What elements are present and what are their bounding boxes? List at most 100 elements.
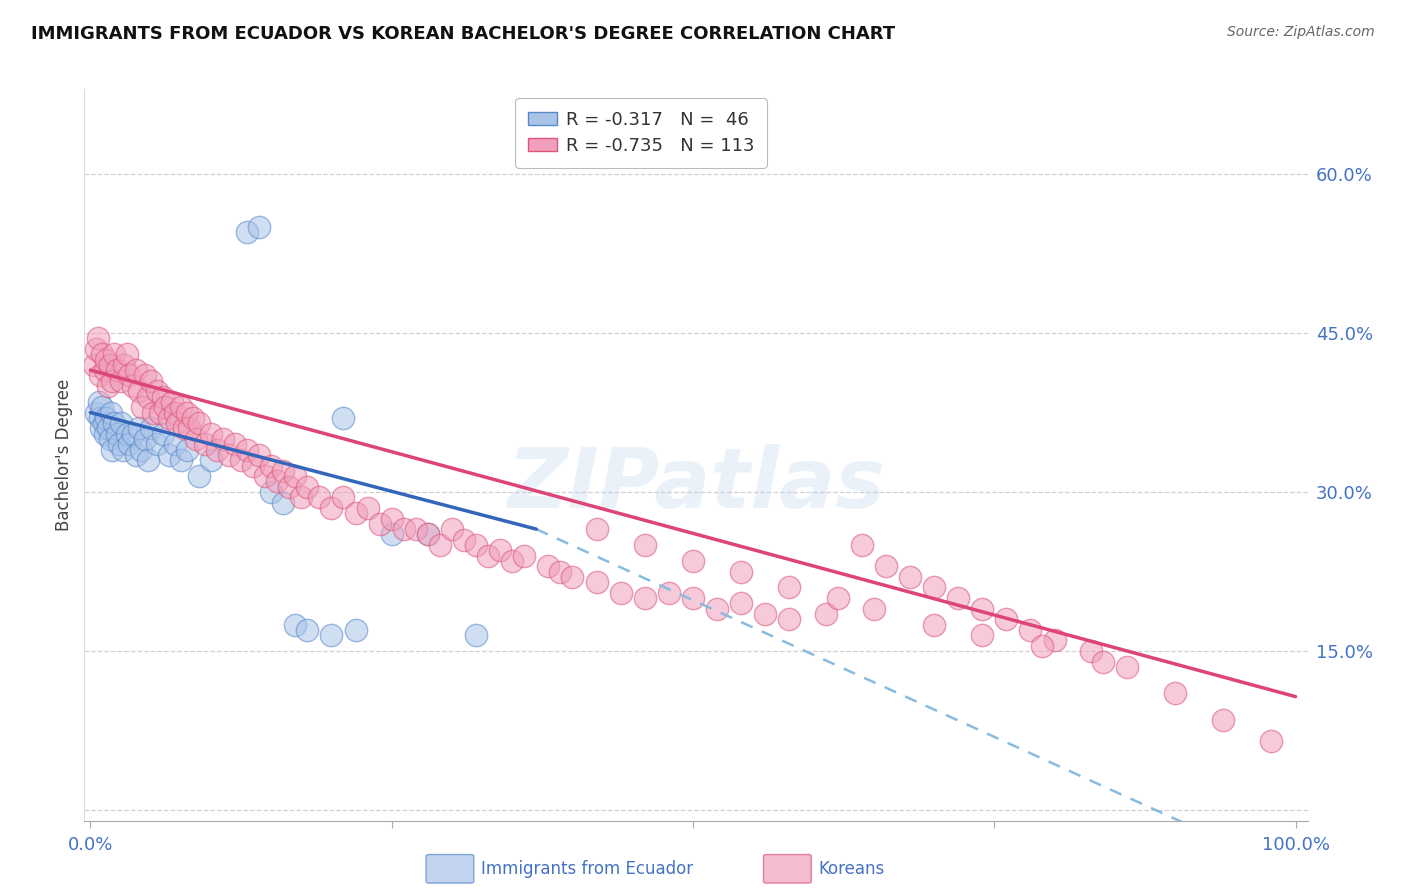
Point <box>125 363 148 377</box>
Point <box>163 437 186 451</box>
Point <box>89 410 111 425</box>
Point <box>200 426 222 441</box>
Point <box>634 538 657 552</box>
Point <box>101 442 124 457</box>
Point <box>453 533 475 547</box>
Point <box>585 522 607 536</box>
Point <box>194 437 217 451</box>
Point <box>1115 660 1137 674</box>
Point <box>851 538 873 552</box>
Point <box>186 432 208 446</box>
Point <box>181 410 204 425</box>
Point <box>131 401 153 415</box>
Point <box>489 543 512 558</box>
Point <box>1260 734 1282 748</box>
Point <box>176 442 198 457</box>
Point <box>297 623 319 637</box>
Point <box>284 469 307 483</box>
Point <box>200 453 222 467</box>
Point <box>134 368 156 383</box>
Point <box>87 395 110 409</box>
Point <box>218 448 240 462</box>
Point <box>271 495 294 509</box>
Point <box>212 432 235 446</box>
Point <box>405 522 427 536</box>
Point <box>97 421 120 435</box>
Point <box>513 549 536 563</box>
Point <box>236 442 259 457</box>
Point <box>115 347 138 361</box>
Point <box>86 342 108 356</box>
Point <box>1043 633 1066 648</box>
Point <box>730 565 752 579</box>
Point <box>94 410 117 425</box>
Point <box>179 421 201 435</box>
Point <box>236 225 259 239</box>
Point <box>332 491 354 505</box>
Point <box>128 421 150 435</box>
Point <box>112 358 135 372</box>
Point <box>260 485 283 500</box>
Point <box>440 522 463 536</box>
Point <box>658 585 681 599</box>
Point <box>827 591 849 605</box>
Point <box>94 426 117 441</box>
Point <box>381 527 404 541</box>
Point <box>1080 644 1102 658</box>
Point <box>98 432 121 446</box>
Point <box>121 379 143 393</box>
Point <box>416 527 439 541</box>
Point <box>609 585 631 599</box>
Point <box>89 368 111 383</box>
Point <box>111 442 134 457</box>
Point <box>94 363 117 377</box>
Y-axis label: Bachelor's Degree: Bachelor's Degree <box>55 379 73 531</box>
Point <box>1031 639 1053 653</box>
Point <box>152 390 174 404</box>
Point <box>136 453 159 467</box>
Point <box>550 565 572 579</box>
Point <box>634 591 657 605</box>
Point <box>162 395 184 409</box>
Point <box>706 601 728 615</box>
Point <box>176 405 198 419</box>
Point <box>224 437 246 451</box>
Point <box>118 368 141 383</box>
Point <box>139 421 162 435</box>
Point <box>90 421 112 435</box>
Point <box>682 591 704 605</box>
Point <box>344 623 367 637</box>
Point <box>416 527 439 541</box>
Text: ZIPatlas: ZIPatlas <box>508 443 884 524</box>
Point <box>381 511 404 525</box>
Point <box>163 405 186 419</box>
Point <box>129 442 152 457</box>
Point <box>308 491 330 505</box>
Point <box>101 374 124 388</box>
Point <box>561 570 583 584</box>
Point <box>465 628 488 642</box>
Point <box>368 516 391 531</box>
Point <box>145 384 167 399</box>
Point <box>173 421 195 435</box>
Point <box>205 442 228 457</box>
Text: Source: ZipAtlas.com: Source: ZipAtlas.com <box>1227 25 1375 39</box>
Point <box>297 480 319 494</box>
Legend: R = -0.317   N =  46, R = -0.735   N = 113: R = -0.317 N = 46, R = -0.735 N = 113 <box>515 98 766 168</box>
Point <box>121 426 143 441</box>
Point <box>105 363 128 377</box>
Point <box>83 358 105 372</box>
Point <box>157 448 180 462</box>
Point <box>754 607 776 621</box>
Point <box>344 506 367 520</box>
Point <box>862 601 884 615</box>
Point <box>128 384 150 399</box>
Point <box>103 416 125 430</box>
Point <box>875 559 897 574</box>
Point <box>153 401 176 415</box>
Point <box>922 581 945 595</box>
Point <box>284 617 307 632</box>
Point <box>972 601 994 615</box>
Point <box>139 374 162 388</box>
Point <box>995 612 1018 626</box>
